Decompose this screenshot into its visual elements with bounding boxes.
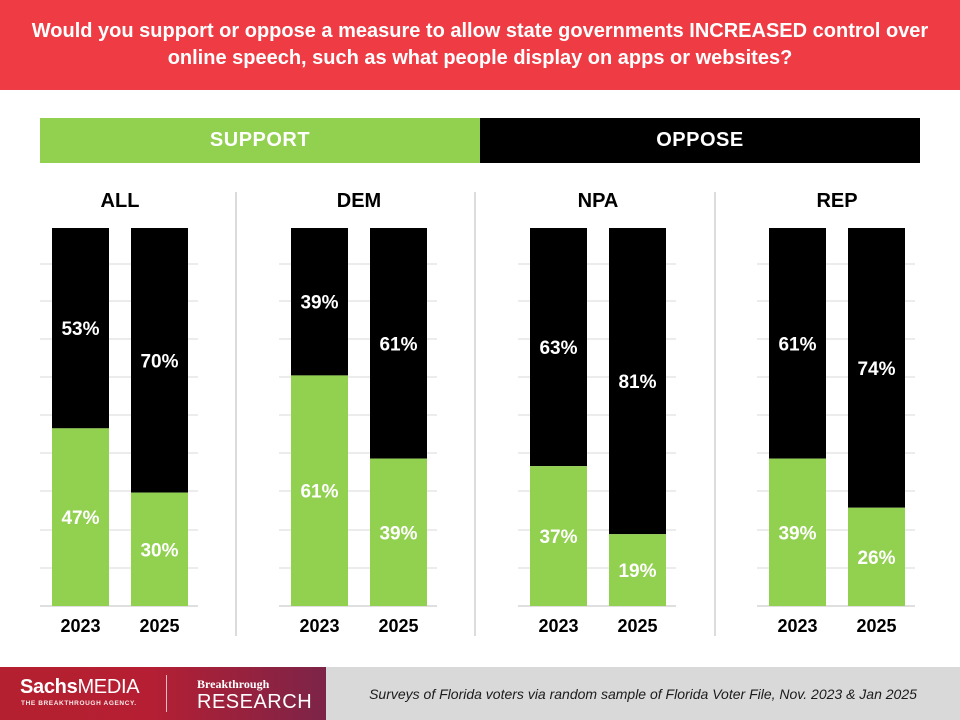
data-label-oppose: 63% bbox=[539, 338, 577, 359]
bar-support bbox=[530, 466, 587, 606]
chart-header: Would you support or oppose a measure to… bbox=[0, 0, 960, 90]
bar-oppose bbox=[370, 228, 427, 459]
data-label-oppose: 81% bbox=[618, 372, 656, 393]
data-label-oppose: 39% bbox=[300, 293, 338, 314]
group-label: DEM bbox=[337, 190, 381, 212]
data-label-support: 30% bbox=[140, 540, 178, 561]
research-word: RESEARCH bbox=[197, 691, 313, 713]
bar-support bbox=[848, 507, 905, 606]
group-label: NPA bbox=[578, 190, 619, 212]
legend-bar: SUPPORT OPPOSE bbox=[40, 118, 920, 163]
bar-support bbox=[370, 458, 427, 606]
data-label-support: 19% bbox=[618, 561, 656, 582]
data-label-support: 39% bbox=[379, 523, 417, 544]
data-label-oppose: 74% bbox=[857, 359, 895, 380]
bar-oppose bbox=[848, 228, 905, 508]
group-label: REP bbox=[816, 190, 857, 212]
data-label-support: 39% bbox=[778, 523, 816, 544]
group-label: ALL bbox=[101, 190, 140, 212]
year-tick-label: 2025 bbox=[139, 616, 179, 636]
year-tick-label: 2025 bbox=[856, 616, 896, 636]
data-label-support: 61% bbox=[300, 482, 338, 503]
year-tick-label: 2023 bbox=[777, 616, 817, 636]
breakthrough-word: Breakthrough bbox=[197, 677, 270, 691]
bar-oppose bbox=[52, 228, 109, 429]
bar-oppose bbox=[291, 228, 348, 376]
source-note: Surveys of Florida voters via random sam… bbox=[326, 667, 960, 720]
year-tick-label: 2025 bbox=[378, 616, 418, 636]
sachs-word: Sachs bbox=[20, 676, 78, 698]
bar-oppose bbox=[609, 228, 666, 535]
bar-support bbox=[52, 428, 109, 606]
year-tick-label: 2023 bbox=[299, 616, 339, 636]
bar-oppose bbox=[530, 228, 587, 467]
bar-oppose bbox=[769, 228, 826, 459]
data-label-oppose: 53% bbox=[61, 319, 99, 340]
bar-support bbox=[131, 492, 188, 606]
sachs-tagline: THE BREAKTHROUGH AGENCY. bbox=[21, 700, 137, 707]
bar-support bbox=[609, 534, 666, 606]
footer: SachsMEDIA THE BREAKTHROUGH AGENCY. Brea… bbox=[0, 667, 960, 720]
chart-title: Would you support or oppose a measure to… bbox=[31, 20, 929, 69]
year-tick-label: 2023 bbox=[60, 616, 100, 636]
legend-support: SUPPORT bbox=[40, 118, 480, 163]
year-tick-label: 2023 bbox=[538, 616, 578, 636]
legend-oppose: OPPOSE bbox=[480, 118, 920, 163]
data-label-support: 47% bbox=[61, 508, 99, 529]
bar-support bbox=[291, 375, 348, 606]
sachs-media-logo: SachsMEDIA bbox=[20, 676, 140, 699]
brand-divider bbox=[166, 675, 167, 712]
stacked-bar-chart: ALL 53% 47% 2023 70% 30% 2025 DEM 39% 61% 2023 61% 3… bbox=[40, 190, 915, 636]
media-word: MEDIA bbox=[77, 676, 140, 698]
year-tick-label: 2025 bbox=[617, 616, 657, 636]
data-label-oppose: 61% bbox=[379, 334, 417, 355]
data-label-support: 37% bbox=[539, 527, 577, 548]
brand-logos: SachsMEDIA THE BREAKTHROUGH AGENCY. Brea… bbox=[0, 667, 326, 720]
data-label-oppose: 70% bbox=[140, 351, 178, 372]
bar-support bbox=[769, 458, 826, 606]
bar-oppose bbox=[131, 228, 188, 493]
data-label-oppose: 61% bbox=[778, 334, 816, 355]
data-label-support: 26% bbox=[857, 548, 895, 569]
